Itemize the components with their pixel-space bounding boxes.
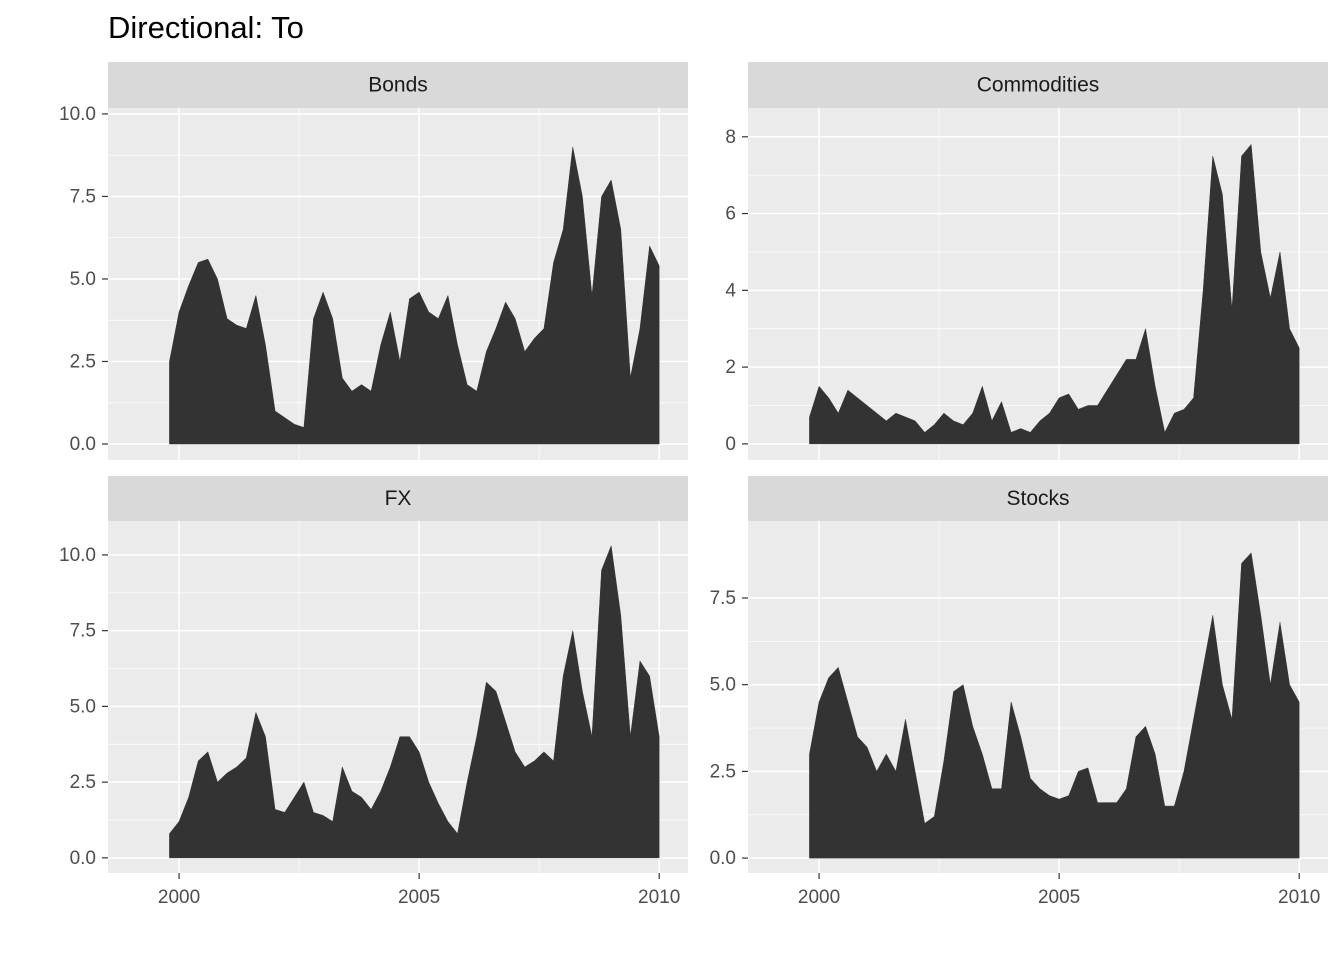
y-tick-label: 5.0 bbox=[70, 269, 96, 290]
x-tick-label: 2005 bbox=[398, 887, 440, 908]
y-tick-label: 5.0 bbox=[710, 675, 736, 696]
y-tick-label: 8 bbox=[725, 127, 736, 148]
x-tick-label: 2010 bbox=[1278, 887, 1320, 908]
area bbox=[809, 143, 1300, 445]
x-tick-label: 2000 bbox=[158, 887, 200, 908]
area bbox=[169, 146, 660, 445]
y-tick-label: 5.0 bbox=[70, 696, 96, 717]
y-tick-label: 2.5 bbox=[710, 761, 736, 782]
y-tick-label: 6 bbox=[725, 204, 736, 225]
strip-label: Stocks bbox=[1006, 487, 1069, 510]
y-tick-label: 2.5 bbox=[70, 772, 96, 793]
strip bbox=[748, 476, 1328, 521]
y-tick-label: 10.0 bbox=[59, 545, 96, 566]
y-tick-label: 7.5 bbox=[70, 621, 96, 642]
x-tick-label: 2010 bbox=[638, 887, 680, 908]
strip-label: FX bbox=[385, 487, 412, 510]
x-tick-label: 2000 bbox=[798, 887, 840, 908]
y-tick-label: 0.0 bbox=[710, 848, 736, 869]
y-tick-label: 4 bbox=[725, 280, 736, 301]
area bbox=[809, 552, 1300, 859]
strip-label: Commodities bbox=[977, 74, 1100, 97]
area bbox=[169, 544, 660, 859]
y-tick-label: 2 bbox=[725, 357, 736, 378]
x-tick-label: 2005 bbox=[1038, 887, 1080, 908]
y-tick-label: 10.0 bbox=[59, 104, 96, 125]
strip bbox=[748, 62, 1328, 108]
y-tick-label: 2.5 bbox=[70, 351, 96, 372]
y-tick-label: 0 bbox=[725, 434, 736, 455]
chart-title: Directional: To bbox=[108, 10, 304, 45]
y-tick-label: 0.0 bbox=[70, 848, 96, 869]
strip-label: Bonds bbox=[368, 74, 428, 97]
strip bbox=[108, 476, 688, 521]
y-tick-label: 7.5 bbox=[710, 588, 736, 609]
y-tick-label: 7.5 bbox=[70, 186, 96, 207]
y-tick-label: 0.0 bbox=[70, 434, 96, 455]
strip bbox=[108, 62, 688, 108]
